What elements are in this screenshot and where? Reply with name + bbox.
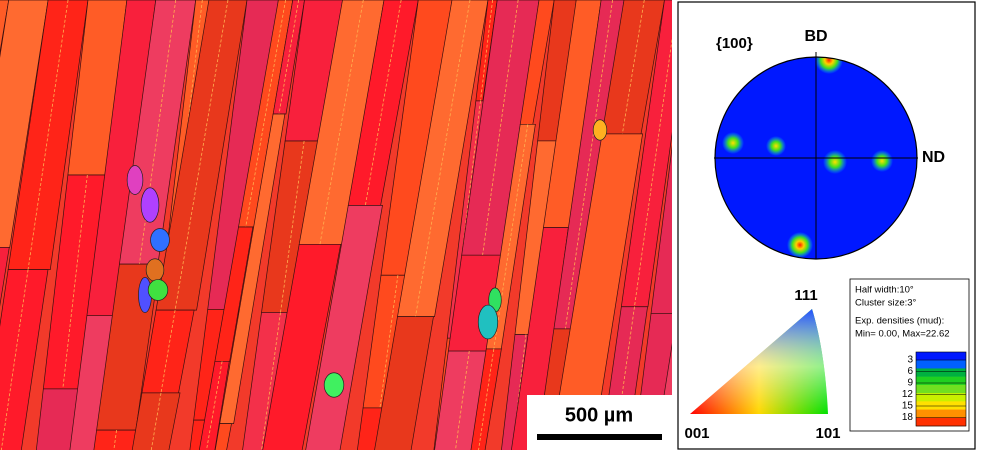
color-band <box>916 376 966 386</box>
grain <box>69 315 117 450</box>
ebsd-map <box>0 0 672 450</box>
grain <box>93 429 137 450</box>
density-spot <box>815 57 843 74</box>
grain <box>0 247 10 307</box>
legend-text: Half width:10° <box>855 285 914 296</box>
color-band <box>916 368 966 377</box>
grain <box>147 279 169 301</box>
ipf-label: 111 <box>794 287 817 304</box>
grain <box>150 228 170 252</box>
twin-boundary <box>280 140 305 313</box>
grain <box>219 113 286 424</box>
twin-boundary <box>150 392 162 450</box>
twin-boundary <box>634 37 672 307</box>
legend-tick-label: 15 <box>902 401 914 412</box>
scale-bar-box <box>527 395 672 450</box>
grain <box>650 145 672 315</box>
axis-label: ND <box>922 149 945 166</box>
twin-boundary <box>621 0 645 134</box>
grain <box>477 304 499 340</box>
legend-tick-label: 18 <box>902 412 914 423</box>
twin-boundary <box>27 0 69 270</box>
twin-boundary <box>62 174 88 389</box>
ipf-fill <box>690 309 828 414</box>
twin-boundary <box>613 306 635 450</box>
grain <box>35 388 83 450</box>
twin-boundary <box>0 269 29 450</box>
legend-text: Exp. densities (mud): <box>855 316 944 327</box>
pole-figure: {100} BD ND <box>714 28 945 260</box>
color-band <box>916 384 966 394</box>
color-band <box>916 393 966 402</box>
ipf-triangle: 111 001 101 <box>684 287 840 442</box>
color-band <box>916 409 966 419</box>
color-band <box>916 352 966 361</box>
twin-boundary <box>206 361 223 450</box>
twin-boundary <box>113 430 117 450</box>
grain <box>550 133 644 450</box>
color-band <box>916 417 966 427</box>
grain <box>214 423 232 450</box>
twin-boundary <box>319 0 364 245</box>
scale-bar-line <box>537 434 662 440</box>
legend-tick-label: 9 <box>907 378 913 389</box>
grain <box>620 0 672 308</box>
grain <box>511 227 569 450</box>
grain <box>0 269 49 450</box>
colorbar-border <box>915 351 967 427</box>
scale-bar: 500 µm <box>527 395 672 450</box>
color-band <box>916 360 966 369</box>
legend-text: Cluster size:3° <box>855 298 917 309</box>
twin-boundary <box>478 348 495 450</box>
density-legend: Half width:10° Cluster size:3° Exp. densit… <box>849 278 970 432</box>
pole-figure-title: {100} <box>716 35 753 52</box>
twin-boundary <box>493 124 529 349</box>
axis-label: BD <box>804 28 827 45</box>
density-spot <box>823 150 847 174</box>
density-spot <box>766 136 786 156</box>
grain <box>126 165 144 195</box>
twin-boundary <box>245 0 286 228</box>
twin-boundary <box>415 0 471 317</box>
legend-tick-label: 6 <box>907 366 913 377</box>
density-spots <box>722 57 893 258</box>
twin-boundary <box>455 351 470 450</box>
grain <box>140 187 160 223</box>
twin-boundary <box>278 0 300 115</box>
grain <box>323 372 345 398</box>
color-band <box>916 401 966 410</box>
twin-boundary <box>174 0 229 311</box>
density-spot <box>722 132 744 154</box>
twin-boundary <box>482 0 519 256</box>
ipf-label: 001 <box>684 425 709 442</box>
grain <box>262 244 342 450</box>
twin-boundary <box>379 275 399 408</box>
density-spot <box>787 232 813 258</box>
twin-boundary <box>160 310 176 393</box>
ipf-label: 101 <box>815 425 840 442</box>
grain <box>0 0 49 248</box>
scale-bar-label: 500 µm <box>565 404 633 426</box>
density-spot <box>871 150 893 172</box>
grain <box>374 316 434 450</box>
twin-boundary <box>480 0 494 101</box>
legend-text: Min= 0.00, Max=22.62 <box>855 329 950 340</box>
grain <box>131 392 181 450</box>
grain <box>592 119 608 141</box>
legend-tick-label: 12 <box>902 389 914 400</box>
grain <box>145 258 165 282</box>
twin-boundary <box>564 0 613 329</box>
legend-tick-label: 3 <box>907 355 913 366</box>
grain <box>214 226 254 362</box>
